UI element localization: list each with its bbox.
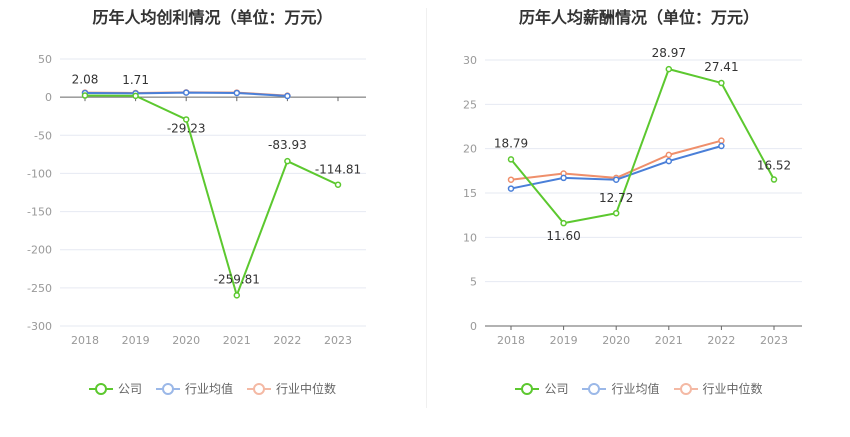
y-tick-label: -250 — [27, 282, 52, 295]
data-point — [718, 142, 725, 150]
legend-item-company[interactable]: 公司 — [88, 380, 142, 397]
data-point — [233, 89, 241, 97]
data-point — [560, 174, 567, 182]
data-label: -29.23 — [167, 121, 206, 135]
x-tick-label: 2019 — [550, 334, 578, 347]
data-point — [284, 92, 291, 100]
x-tick-label: 2023 — [760, 334, 788, 347]
data-label: 27.41 — [704, 60, 738, 74]
legend-label: 公司 — [117, 382, 142, 396]
x-tick-label: 2022 — [273, 334, 301, 347]
legend-line-marker-icon — [247, 382, 271, 395]
data-point — [182, 89, 190, 96]
data-point — [560, 219, 567, 227]
data-point — [718, 79, 725, 87]
chart-title: 历年人均创利情况（单位：万元） — [92, 8, 333, 27]
x-tick-label: 2022 — [707, 334, 735, 347]
legend-line-marker-icon — [88, 382, 113, 395]
series-line — [84, 94, 339, 299]
data-point — [132, 92, 139, 100]
y-tick-label: -300 — [27, 320, 52, 333]
x-tick-label: 2019 — [122, 334, 150, 347]
data-label: 1.71 — [122, 73, 149, 87]
y-tick-label: -150 — [27, 206, 52, 219]
x-tick-label: 2020 — [602, 334, 630, 347]
profit-chart-plot: 50 0 -50 -100 -150 -200 -250 -300 2018 2019 2020 20… — [27, 53, 366, 347]
data-point — [665, 151, 673, 159]
legend-item-industry-avg[interactable]: 行业均值 — [155, 380, 233, 397]
legend-line-marker-icon — [673, 382, 698, 395]
chart-legend: 公司 行业均值 行业中位数 — [0, 380, 425, 397]
y-tick-label: -100 — [27, 167, 52, 180]
y-tick-label: 50 — [38, 53, 52, 66]
data-label: -83.93 — [268, 138, 307, 152]
legend-label: 行业均值 — [611, 382, 660, 396]
panel-divider — [426, 8, 427, 408]
data-point — [284, 157, 291, 165]
data-point — [665, 65, 673, 73]
x-tick-label: 2021 — [655, 334, 683, 347]
data-point — [182, 116, 190, 123]
x-tick-label: 2021 — [223, 334, 251, 347]
data-label: 16.52 — [757, 159, 791, 173]
legend-line-marker-icon — [582, 382, 607, 395]
y-tick-label: -200 — [27, 244, 52, 257]
chart-legend: 公司 行业均值 行业中位数 — [428, 380, 850, 397]
data-label: 28.97 — [652, 46, 686, 60]
chart-title: 历年人均薪酬情况（单位：万元） — [518, 8, 759, 27]
legend-item-industry-avg[interactable]: 行业均值 — [582, 380, 660, 397]
data-label: 12.72 — [599, 191, 633, 205]
data-label: -259.81 — [214, 272, 260, 286]
legend-line-marker-icon — [515, 382, 540, 395]
legend-label: 行业中位数 — [702, 382, 763, 396]
salary-chart-plot: 30 25 20 15 10 5 0 2018 2019 2020 2021 2022 2023 18.7… — [463, 46, 802, 347]
x-tick-label: 2018 — [497, 334, 525, 347]
data-point — [718, 137, 725, 144]
y-tick-label: 25 — [463, 98, 477, 111]
data-label: 11.60 — [546, 229, 580, 243]
legend-label: 行业中位数 — [276, 382, 337, 396]
x-tick-label: 2023 — [324, 334, 352, 347]
data-point — [334, 181, 342, 188]
y-tick-label: 15 — [463, 187, 477, 200]
legend-label: 公司 — [544, 382, 569, 396]
data-point — [507, 156, 515, 163]
data-point — [507, 185, 515, 192]
legend-line-marker-icon — [155, 382, 180, 395]
data-point — [665, 157, 673, 165]
data-label: 18.79 — [494, 136, 528, 150]
y-tick-label: 20 — [463, 143, 477, 156]
legend-label: 行业均值 — [184, 382, 233, 396]
data-label: -114.81 — [315, 163, 361, 177]
data-point — [770, 176, 778, 183]
data-label: 2.08 — [72, 73, 99, 87]
y-tick-label: 30 — [463, 54, 477, 67]
data-point — [612, 209, 620, 217]
x-tick-label: 2020 — [172, 334, 200, 347]
y-tick-label: 10 — [463, 231, 477, 244]
salary-per-capita-chart: 历年人均薪酬情况（单位：万元） 30 25 20 15 10 5 0 2018 2019 2020… — [428, 0, 850, 437]
profit-per-capita-chart: 历年人均创利情况（单位：万元） 50 0 -50 -100 -150 -200 -250 -3… — [0, 8, 425, 397]
y-tick-label: 0 — [45, 91, 52, 104]
legend-item-industry-median[interactable]: 行业中位数 — [247, 380, 336, 397]
series-line — [510, 67, 775, 225]
y-tick-label: 5 — [470, 276, 477, 289]
legend-item-company[interactable]: 公司 — [515, 380, 568, 397]
data-point — [233, 292, 241, 299]
series-line — [510, 139, 722, 181]
data-point — [507, 176, 515, 183]
y-tick-label: -50 — [34, 129, 52, 142]
y-tick-label: 0 — [470, 320, 477, 333]
data-point — [81, 92, 89, 99]
data-point — [612, 176, 620, 183]
legend-item-industry-median[interactable]: 行业中位数 — [673, 380, 763, 397]
x-tick-label: 2018 — [71, 334, 99, 347]
